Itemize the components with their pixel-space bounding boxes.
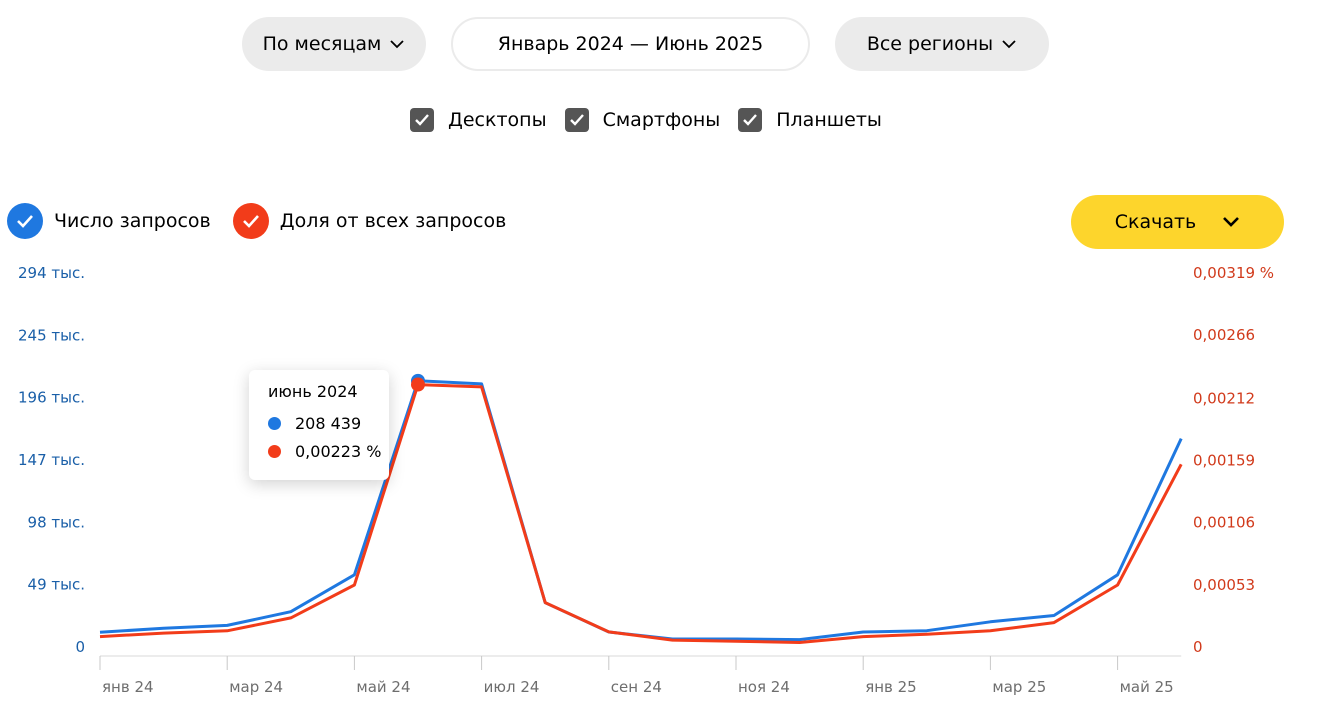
tooltip-share-value: 0,00223 % (295, 441, 382, 461)
device-label: Смартфоны (602, 109, 721, 131)
y-left-tick-label: 0 (75, 638, 85, 656)
x-tick-label: май 25 (1120, 678, 1174, 696)
region-select-label: Все регионы (866, 33, 994, 55)
chart-tooltip: июнь 2024 208 439 0,00223 % (249, 370, 389, 480)
legend-label-share: Доля от всех запросов (279, 210, 507, 232)
y-right-tick-label: 0,00159 (1193, 452, 1255, 470)
series-dot-icon (268, 416, 281, 430)
y-left-tick-label: 196 тыс. (18, 389, 85, 407)
legend-label-count: Число запросов (54, 210, 211, 232)
y-right-tick-label: 0,00053 (1193, 576, 1255, 594)
device-label: Десктопы (448, 109, 547, 131)
download-button[interactable]: Скачать (1071, 195, 1284, 249)
y-left-tick-label: 98 тыс. (28, 513, 85, 531)
y-left-tick-label: 147 тыс. (18, 451, 85, 469)
tooltip-count-value: 208 439 (295, 413, 362, 433)
series-line-share (99, 383, 1183, 644)
highlight-point-share (411, 377, 425, 392)
y-right-tick-label: 0,00212 (1193, 389, 1255, 407)
chevron-down-icon (1222, 216, 1240, 228)
checkbox-checked-icon (738, 108, 763, 132)
device-checkbox-tablet[interactable]: Планшеты (738, 108, 882, 132)
x-tick-label: мар 25 (992, 678, 1046, 696)
period-select-label: По месяцам (262, 33, 382, 55)
y-right-tick-label: 0,00266 (1193, 326, 1255, 344)
check-circle-icon (7, 203, 43, 239)
device-checkbox-smartphone[interactable]: Смартфоны (564, 108, 721, 132)
tooltip-row-share: 0,00223 % (268, 437, 389, 465)
y-left-tick-label: 294 тыс. (18, 264, 85, 282)
x-tick-label: ноя 24 (738, 678, 790, 696)
y-left-tick-label: 49 тыс. (28, 576, 85, 594)
download-label: Скачать (1114, 211, 1197, 233)
date-range-label: Январь 2024 — Июнь 2025 (497, 33, 764, 55)
legend-toggle-share[interactable]: Доля от всех запросов (232, 203, 507, 239)
device-checkbox-desktop[interactable]: Десктопы (410, 108, 547, 132)
chevron-down-icon (389, 39, 405, 49)
device-label: Планшеты (776, 109, 882, 131)
device-filters: Десктопы Смартфоны Планшеты (410, 108, 900, 132)
y-right-tick-label: 0,00319 % (1193, 264, 1274, 282)
period-select[interactable]: По месяцам (242, 17, 426, 71)
y-left-tick-label: 245 тыс. (18, 326, 85, 344)
chevron-down-icon (1001, 39, 1017, 49)
x-tick-label: янв 25 (865, 678, 917, 696)
checkbox-checked-icon (410, 108, 434, 132)
chart-legend: Число запросов Доля от всех запросов (7, 203, 528, 239)
checkbox-checked-icon (564, 108, 589, 132)
x-tick-label: сен 24 (611, 678, 662, 696)
check-circle-icon (232, 203, 269, 239)
tooltip-title: июнь 2024 (268, 382, 358, 401)
y-right-tick-label: 0,00106 (1193, 514, 1255, 532)
x-tick-label: янв 24 (102, 678, 154, 696)
x-tick-label: мар 24 (229, 678, 283, 696)
legend-toggle-count[interactable]: Число запросов (7, 203, 211, 239)
tooltip-row-count: 208 439 (268, 409, 389, 437)
date-range-select[interactable]: Январь 2024 — Июнь 2025 (451, 17, 810, 71)
x-tick-label: июл 24 (484, 678, 540, 696)
region-select[interactable]: Все регионы (835, 17, 1049, 71)
y-right-tick-label: 0 (1193, 638, 1203, 656)
x-tick-label: май 24 (356, 678, 410, 696)
series-dot-icon (268, 444, 281, 458)
